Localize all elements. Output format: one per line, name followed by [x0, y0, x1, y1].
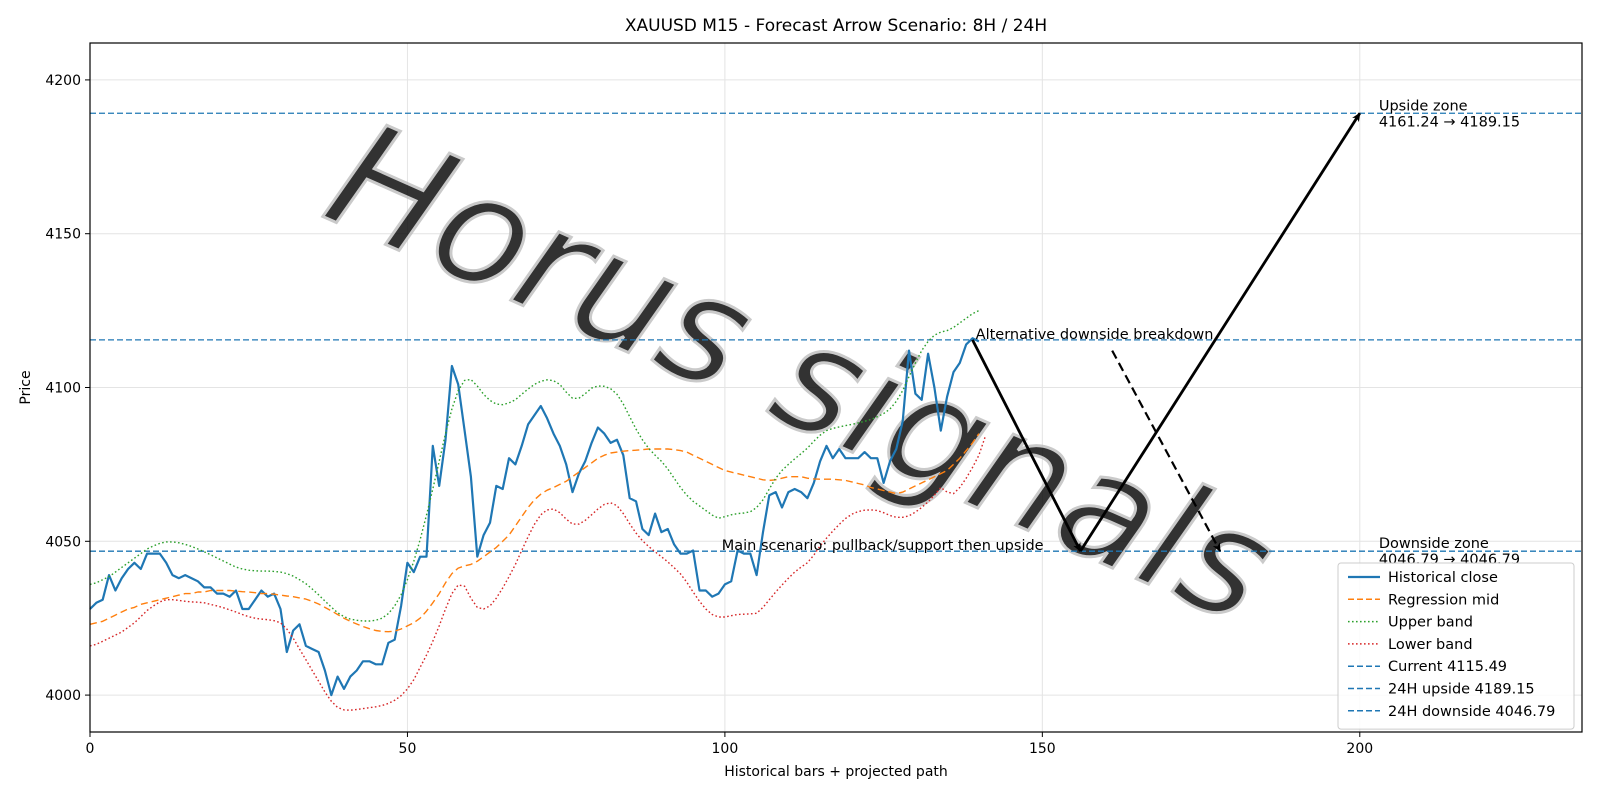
annotation-text: Alternative downside breakdown — [976, 327, 1214, 343]
x-tick-label: 50 — [399, 741, 417, 757]
series-line — [89, 436, 986, 711]
series-line — [89, 309, 980, 622]
legend-box — [1337, 562, 1575, 730]
forecast-arrow — [1111, 350, 1222, 553]
x-tick-label: 100 — [712, 741, 739, 757]
legend-label: Current 4115.49 — [1388, 659, 1507, 675]
y-tick-label: 4050 — [45, 534, 81, 550]
axis-ticks: 0 50 100 150 200 4000 4050 4100 4150 4200 — [45, 73, 1373, 757]
y-tick-label: 4200 — [45, 73, 81, 89]
y-tick-label: 4000 — [45, 688, 81, 704]
annotations: Alternative downside breakdown Main scena… — [722, 98, 1520, 568]
x-axis-label: Historical bars + projected path — [724, 764, 948, 780]
legend-label: 24H downside 4046.79 — [1388, 704, 1555, 720]
x-tick-label: 0 — [86, 741, 95, 757]
y-tick-label: 4100 — [45, 381, 81, 397]
annotation-text: Main scenario: pullback/support then ups… — [722, 538, 1044, 554]
forecast-arrow — [971, 339, 1082, 553]
y-axis-label: Price — [18, 370, 34, 404]
legend-label: Upper band — [1388, 615, 1473, 631]
annotation-text: Upside zone — [1379, 98, 1468, 114]
series-line — [89, 433, 980, 633]
legend-label: 24H upside 4189.15 — [1388, 682, 1535, 698]
x-tick-label: 150 — [1029, 741, 1056, 757]
series-lines — [89, 309, 986, 711]
forecast-arrows — [971, 112, 1361, 553]
grid — [89, 43, 1582, 732]
x-tick-label: 200 — [1346, 741, 1373, 757]
legend: Historical close Regression mid Upper band… — [1337, 562, 1575, 730]
annotation-text: Downside zone — [1379, 536, 1489, 552]
y-tick-label: 4150 — [45, 227, 81, 243]
series-line — [89, 337, 980, 697]
chart-title: XAUUSD M15 - Forecast Arrow Scenario: 8H… — [625, 16, 1047, 36]
legend-label: Historical close — [1388, 570, 1498, 586]
annotation-text: 4161.24 → 4189.15 — [1379, 114, 1520, 130]
legend-label: Regression mid — [1388, 592, 1499, 608]
reference-lines — [90, 112, 1582, 552]
legend-label: Lower band — [1388, 637, 1473, 653]
forecast-arrow — [1079, 112, 1361, 552]
